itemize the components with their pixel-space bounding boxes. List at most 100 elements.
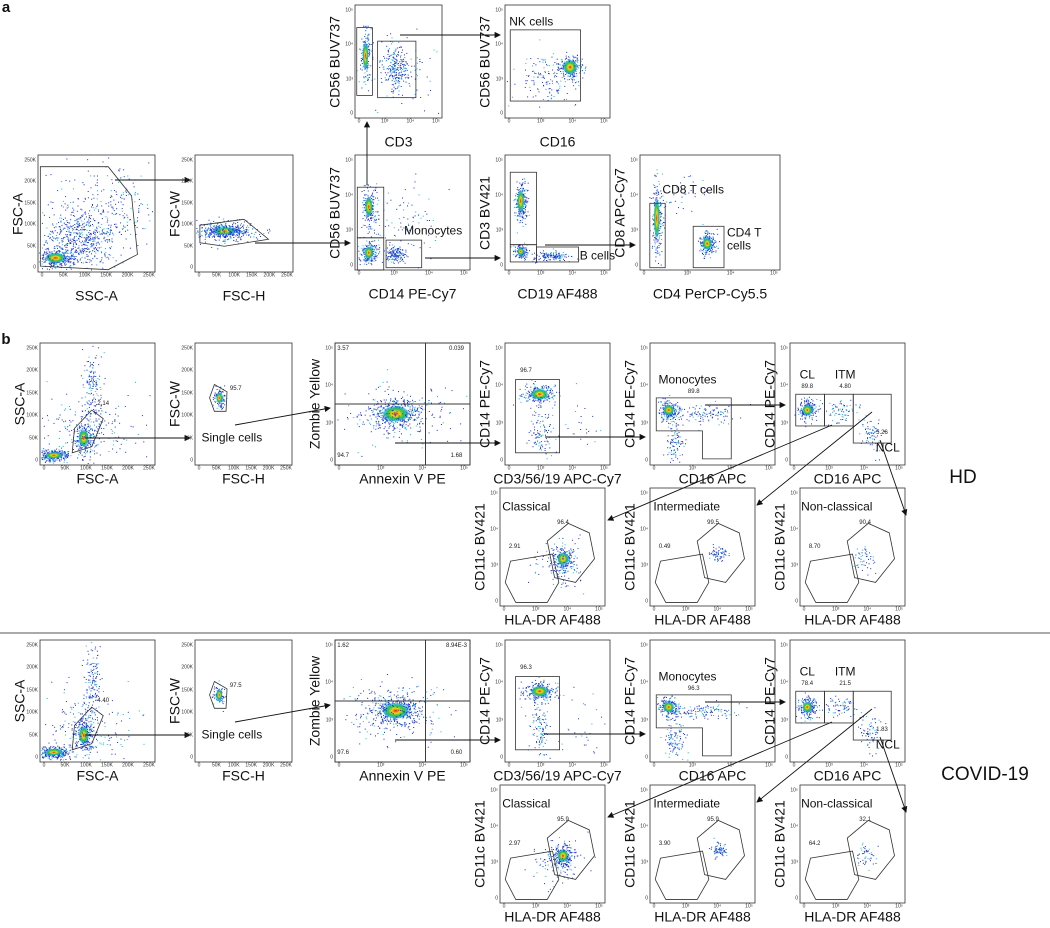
event-dot	[89, 440, 90, 441]
event-dot	[95, 401, 96, 402]
event-dot	[526, 59, 527, 60]
event-dot	[517, 220, 518, 221]
event-dot	[65, 234, 66, 235]
event-dot	[81, 209, 82, 210]
event-dot	[88, 242, 89, 243]
event-dot	[525, 193, 526, 194]
event-dot	[553, 253, 554, 254]
event-dot	[401, 260, 402, 261]
event-dot	[73, 212, 74, 213]
event-dot	[416, 29, 417, 30]
event-dot	[707, 234, 708, 235]
event-dot	[527, 190, 528, 191]
event-dot	[108, 228, 109, 229]
event-dot	[97, 228, 98, 229]
event-dot	[408, 77, 409, 78]
event-dot	[660, 228, 661, 229]
event-dot	[658, 181, 659, 182]
event-dot	[542, 77, 543, 78]
event-dot	[366, 261, 367, 262]
event-dot	[578, 81, 579, 82]
event-dot	[554, 259, 555, 260]
event-dot	[251, 233, 252, 234]
event-dot	[87, 452, 88, 453]
event-dot	[663, 200, 664, 201]
event-dot	[661, 216, 662, 217]
event-dot	[389, 56, 390, 57]
event-dot	[105, 252, 106, 253]
event-dot	[93, 434, 94, 435]
event-dot	[543, 60, 544, 61]
event-dot	[78, 449, 79, 450]
event-dot	[93, 362, 94, 363]
event-dot	[87, 222, 88, 223]
event-dot	[81, 252, 82, 253]
event-dot	[73, 210, 74, 211]
event-dot	[241, 231, 242, 232]
event-dot	[88, 426, 89, 427]
event-dot	[397, 48, 398, 49]
event-dot	[368, 67, 369, 68]
event-dot	[91, 380, 92, 381]
event-dot	[394, 257, 395, 258]
event-dot	[525, 63, 526, 64]
event-dot	[414, 188, 415, 189]
event-dot	[403, 254, 404, 255]
event-dot	[79, 223, 80, 224]
event-dot	[428, 199, 429, 200]
event-dot	[398, 248, 399, 249]
event-dot	[127, 222, 128, 223]
event-dot	[372, 194, 373, 195]
event-dot	[77, 251, 78, 252]
density-hotspot	[363, 42, 369, 69]
event-dot	[574, 75, 575, 76]
event-dot	[551, 257, 552, 258]
event-dot	[528, 183, 529, 184]
event-dot	[570, 75, 571, 76]
event-dot	[366, 38, 367, 39]
event-dot	[434, 50, 435, 51]
event-dot	[404, 75, 405, 76]
event-dot	[558, 64, 559, 65]
event-dot	[94, 436, 95, 437]
event-dot	[399, 81, 400, 82]
event-dot	[391, 55, 392, 56]
event-dot	[78, 444, 79, 445]
event-dot	[88, 463, 89, 464]
event-dot	[57, 248, 58, 249]
event-dot	[403, 61, 404, 62]
event-dot	[147, 208, 148, 209]
event-dot	[110, 248, 111, 249]
event-dot	[209, 220, 210, 221]
event-dot	[360, 65, 361, 66]
event-dot	[260, 236, 261, 237]
event-dot	[553, 65, 554, 66]
event-dot	[553, 53, 554, 54]
event-dot	[269, 231, 270, 232]
event-dot	[393, 93, 394, 94]
event-dot	[61, 181, 62, 182]
event-dot	[110, 204, 111, 205]
event-dot	[74, 237, 75, 238]
event-dot	[552, 70, 553, 71]
event-dot	[398, 82, 399, 83]
event-dot	[402, 69, 403, 70]
event-dot	[102, 234, 103, 235]
event-dot	[390, 252, 391, 253]
event-dot	[118, 406, 119, 407]
event-dot	[574, 57, 575, 58]
event-dot	[44, 426, 45, 427]
event-dot	[534, 253, 535, 254]
event-dot	[364, 248, 365, 249]
event-dot	[562, 256, 563, 257]
event-dot	[126, 215, 127, 216]
event-dot	[658, 192, 659, 193]
event-dot	[115, 427, 116, 428]
event-dot	[89, 217, 90, 218]
event-dot	[655, 243, 656, 244]
event-dot	[45, 450, 46, 451]
event-dot	[689, 176, 690, 177]
event-dot	[75, 412, 76, 413]
event-dot	[547, 96, 548, 97]
event-dot	[546, 64, 547, 65]
